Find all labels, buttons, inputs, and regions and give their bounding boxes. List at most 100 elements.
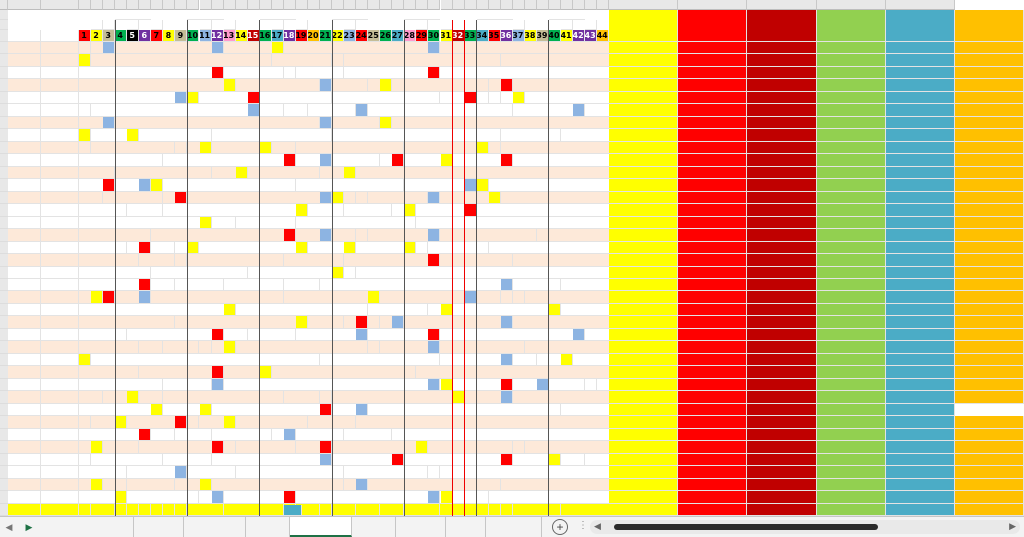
- row-header[interactable]: [0, 416, 8, 429]
- column-header[interactable]: [488, 0, 501, 10]
- row-header[interactable]: [0, 154, 8, 167]
- row-header[interactable]: [0, 79, 8, 92]
- column-header[interactable]: [356, 0, 369, 10]
- row-header[interactable]: [0, 91, 8, 105]
- column-header[interactable]: [476, 0, 489, 10]
- row-header[interactable]: [0, 491, 8, 504]
- column-header[interactable]: [561, 0, 574, 10]
- column-header[interactable]: [392, 0, 405, 10]
- column-header[interactable]: [585, 0, 598, 10]
- column-header[interactable]: [8, 0, 41, 10]
- row-header[interactable]: [0, 229, 8, 242]
- sheet-tab[interactable]: [352, 517, 396, 537]
- arrow-right-icon[interactable]: ▶: [25, 521, 33, 532]
- horizontal-scrollbar[interactable]: ◀ ▶: [590, 520, 1020, 534]
- row-header[interactable]: [0, 129, 8, 142]
- column-header[interactable]: [41, 0, 79, 10]
- row-header[interactable]: [0, 10, 8, 20]
- column-header[interactable]: [440, 0, 453, 10]
- row-header[interactable]: [0, 291, 8, 304]
- row-header[interactable]: [0, 303, 8, 317]
- sheet-tab[interactable]: [446, 517, 486, 537]
- column-header[interactable]: [199, 0, 212, 10]
- plus-circle-icon[interactable]: +: [552, 519, 568, 535]
- column-header[interactable]: [885, 0, 955, 10]
- row-header[interactable]: [0, 166, 8, 180]
- row-header[interactable]: [0, 179, 8, 192]
- sheet-tab[interactable]: [66, 517, 134, 537]
- column-header[interactable]: [307, 0, 320, 10]
- sheet-tab[interactable]: [396, 517, 446, 537]
- scroll-left-icon[interactable]: ◀: [594, 521, 601, 531]
- column-header[interactable]: [428, 0, 441, 10]
- row-header[interactable]: [0, 279, 8, 292]
- sheet-tab[interactable]: [134, 517, 184, 537]
- row-header[interactable]: [0, 441, 8, 454]
- column-header[interactable]: [512, 0, 525, 10]
- row-header[interactable]: [0, 141, 8, 155]
- row-header[interactable]: [0, 204, 8, 217]
- column-header[interactable]: [380, 0, 393, 10]
- row-header[interactable]: [0, 503, 8, 516]
- column-header[interactable]: [295, 0, 308, 10]
- scrollbar-thumb[interactable]: [614, 524, 878, 530]
- row-header[interactable]: [0, 353, 8, 367]
- row-header[interactable]: [0, 341, 8, 354]
- column-header[interactable]: [678, 0, 748, 10]
- row-header[interactable]: [0, 54, 8, 67]
- select-all-corner[interactable]: [0, 0, 8, 10]
- column-header[interactable]: [816, 0, 886, 10]
- row-header[interactable]: [0, 254, 8, 267]
- column-header[interactable]: [187, 0, 200, 10]
- column-header[interactable]: [115, 0, 128, 10]
- sheet-tab[interactable]: [290, 517, 352, 537]
- row-header[interactable]: [0, 366, 8, 379]
- column-header[interactable]: [127, 0, 140, 10]
- row-header[interactable]: [0, 191, 8, 205]
- row-header[interactable]: [0, 20, 8, 30]
- column-header[interactable]: [283, 0, 296, 10]
- column-header[interactable]: [163, 0, 176, 10]
- column-header[interactable]: [452, 0, 465, 10]
- sheet-tab[interactable]: [184, 517, 246, 537]
- column-header[interactable]: [139, 0, 152, 10]
- row-header[interactable]: [0, 241, 8, 255]
- more-icon[interactable]: ⋮: [578, 520, 588, 531]
- column-header[interactable]: [597, 0, 610, 10]
- sheet-tab[interactable]: [486, 517, 542, 537]
- column-header[interactable]: [332, 0, 345, 10]
- row-header[interactable]: [0, 403, 8, 417]
- row-header[interactable]: [0, 30, 8, 42]
- column-header[interactable]: [404, 0, 417, 10]
- arrow-left-icon[interactable]: ◀: [5, 521, 13, 532]
- row-header[interactable]: [0, 328, 8, 342]
- row-header[interactable]: [0, 316, 8, 329]
- row-header[interactable]: [0, 391, 8, 404]
- row-header[interactable]: [0, 428, 8, 442]
- row-header[interactable]: [0, 216, 8, 230]
- row-header[interactable]: [0, 378, 8, 392]
- row-header[interactable]: [0, 66, 8, 80]
- spreadsheet-grid[interactable]: 1 2 3 4 5 6 7 8 9 10 11 12 13 14 15 16 17 18 19 20 21 22 23 24 2…: [0, 0, 1024, 516]
- column-header[interactable]: [368, 0, 381, 10]
- scroll-right-icon[interactable]: ▶: [1009, 521, 1016, 531]
- column-header[interactable]: [151, 0, 164, 10]
- column-header[interactable]: [235, 0, 248, 10]
- row-header[interactable]: [0, 453, 8, 467]
- column-header[interactable]: [103, 0, 116, 10]
- column-header[interactable]: [91, 0, 104, 10]
- column-header[interactable]: [223, 0, 236, 10]
- row-header[interactable]: [0, 466, 8, 479]
- column-header[interactable]: [247, 0, 260, 10]
- column-header[interactable]: [747, 0, 817, 10]
- column-header[interactable]: [573, 0, 586, 10]
- row-header[interactable]: [0, 42, 8, 55]
- column-header[interactable]: [320, 0, 333, 10]
- column-header[interactable]: [271, 0, 284, 10]
- row-header[interactable]: [0, 478, 8, 492]
- column-header[interactable]: [548, 0, 561, 10]
- column-header[interactable]: [524, 0, 537, 10]
- sheet-tab[interactable]: [246, 517, 290, 537]
- column-header[interactable]: [609, 0, 679, 10]
- column-header[interactable]: [79, 0, 92, 10]
